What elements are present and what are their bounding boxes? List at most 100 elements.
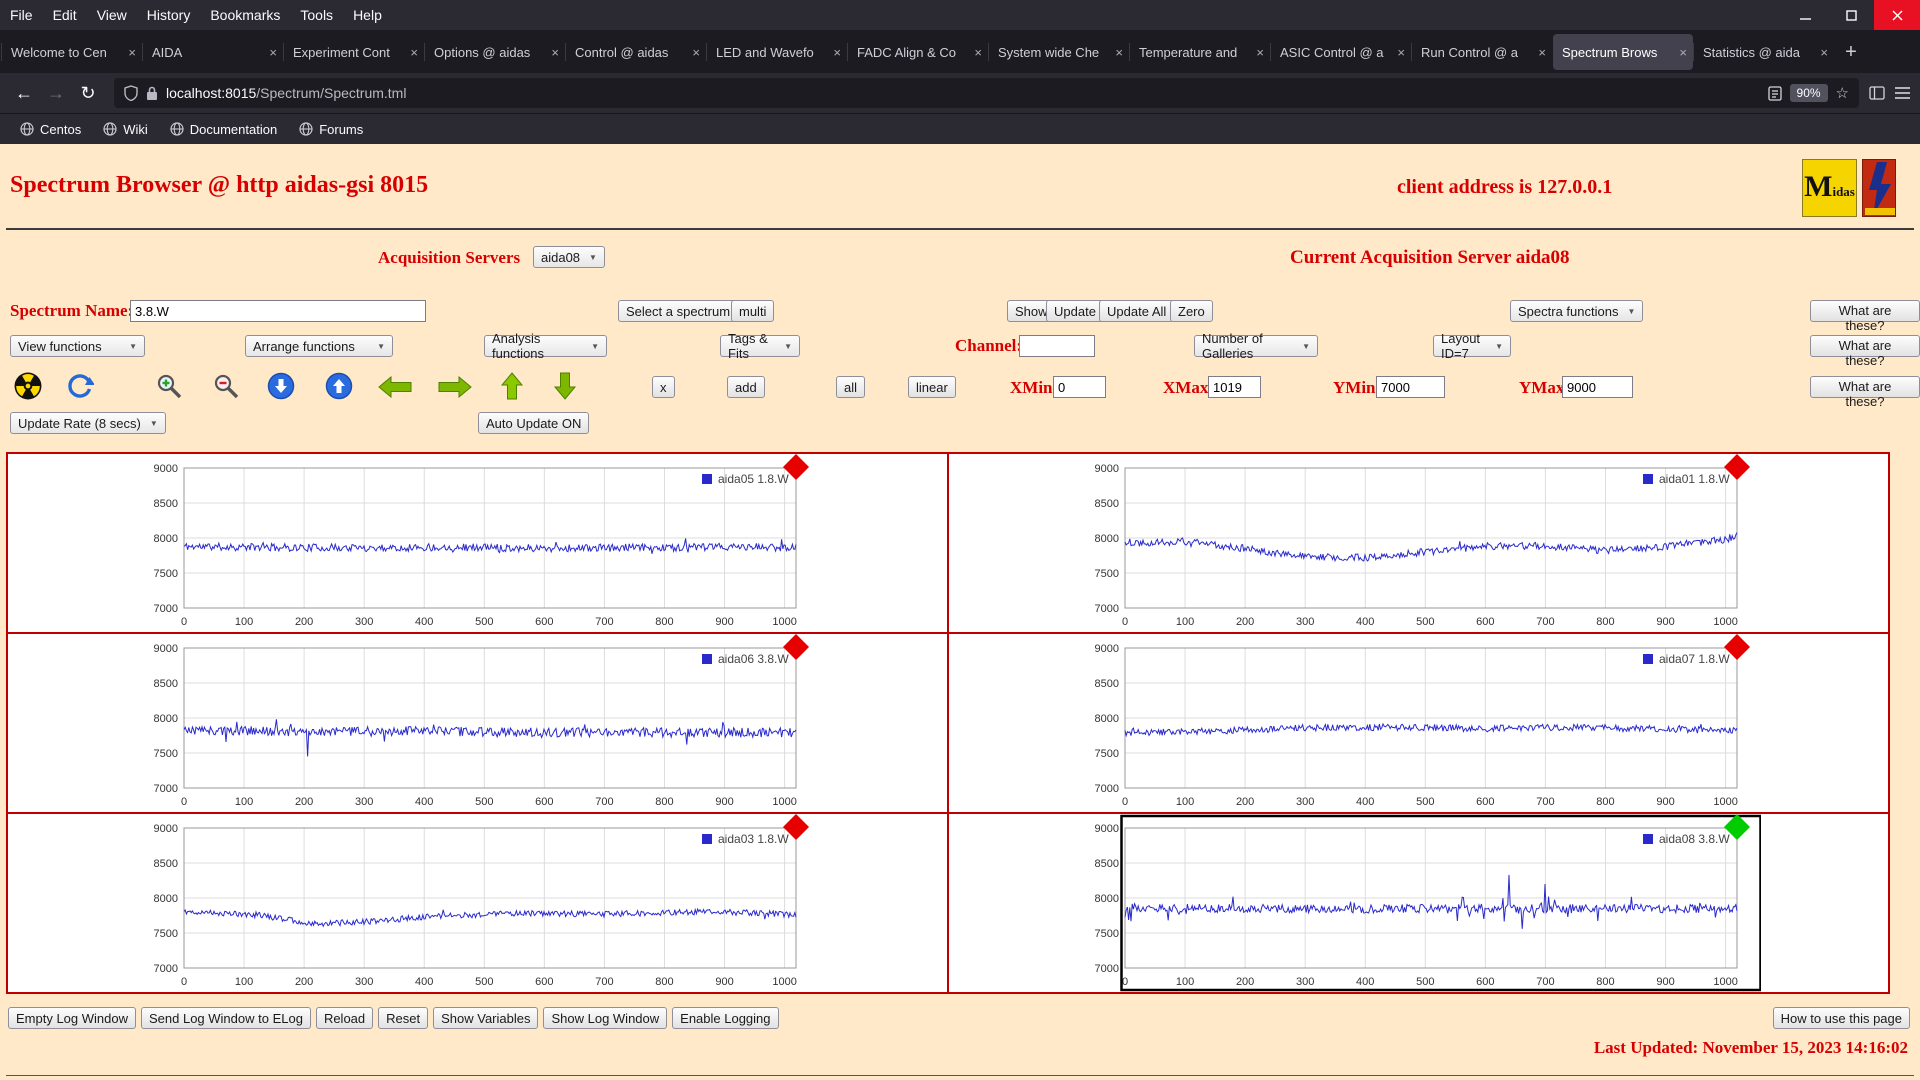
address-bar[interactable]: localhost:8015/Spectrum/Spectrum.tml 90%… — [114, 78, 1859, 108]
zoom-level-badge[interactable]: 90% — [1789, 84, 1828, 102]
plot-cell-aida08[interactable]: 0 100 200 300 400 500 600 700 800 900 1000 7000 7500… — [948, 813, 1889, 993]
menu-bookmarks[interactable]: Bookmarks — [210, 7, 281, 23]
menu-edit[interactable]: Edit — [52, 7, 77, 23]
what-are-these-button-3[interactable]: What are these? — [1810, 376, 1920, 409]
reader-view-icon[interactable] — [1767, 85, 1782, 101]
gallery-marker-red[interactable] — [1724, 634, 1750, 660]
tab-run-control-a[interactable]: Run Control @ a × — [1411, 34, 1552, 70]
button-show-log-window[interactable]: Show Log Window — [543, 1007, 668, 1029]
url-text[interactable]: localhost:8015/Spectrum/Spectrum.tml — [166, 85, 1760, 101]
tab-control-aidas[interactable]: Control @ aidas × — [565, 34, 706, 70]
button-reload[interactable]: Reload — [315, 1007, 374, 1029]
what-are-these-button-1[interactable]: What are these? — [1810, 300, 1920, 333]
radiation-source-button[interactable] — [14, 372, 42, 400]
tab-close-icon[interactable]: × — [833, 44, 841, 60]
tab-close-icon[interactable]: × — [1820, 44, 1828, 60]
button-empty-log-window[interactable]: Empty Log Window — [8, 1007, 136, 1029]
tab-close-icon[interactable]: × — [1115, 44, 1123, 60]
ymin-input[interactable] — [1376, 376, 1445, 398]
update-rate-dropdown[interactable]: Update Rate (8 secs) — [10, 412, 166, 434]
close-button[interactable] — [1874, 0, 1920, 30]
forward-button[interactable]: → — [47, 82, 65, 103]
refresh-button[interactable] — [66, 372, 94, 400]
tab-close-icon[interactable]: × — [1256, 44, 1264, 60]
tab-close-icon[interactable]: × — [551, 44, 559, 60]
menu-tools[interactable]: Tools — [300, 7, 334, 23]
zero-button[interactable]: Zero — [1170, 300, 1213, 322]
gallery-marker-red[interactable] — [783, 454, 809, 480]
spectrum-name-input[interactable] — [130, 300, 426, 322]
plot-cell-aida03[interactable]: 0 100 200 300 400 500 600 700 800 900 1000 7000 7500… — [7, 813, 948, 993]
ymax-input[interactable] — [1562, 376, 1633, 398]
what-are-these-button-2[interactable]: What are these? — [1810, 335, 1920, 368]
tab-welcome-to-cen[interactable]: Welcome to Cen × — [1, 34, 142, 70]
plot-cell-aida06[interactable]: 0 100 200 300 400 500 600 700 800 900 1000 7000 7500… — [7, 633, 948, 813]
button-send-log-window-to-elog[interactable]: Send Log Window to ELog — [141, 1007, 311, 1029]
analysis-functions-dropdown[interactable]: Analysis functions — [484, 331, 607, 361]
tab-close-icon[interactable]: × — [269, 44, 277, 60]
acquisition-server-select[interactable]: aida08 — [533, 246, 605, 268]
tab-close-icon[interactable]: × — [692, 44, 700, 60]
tab-aida[interactable]: AIDA × — [142, 34, 283, 70]
bookmark-centos[interactable]: Centos — [12, 119, 89, 140]
gallery-marker-red[interactable] — [783, 634, 809, 660]
reload-button[interactable]: ↻ — [80, 82, 96, 103]
maximize-button[interactable] — [1828, 0, 1874, 30]
tab-temperature-and[interactable]: Temperature and × — [1129, 34, 1270, 70]
gallery-marker-red[interactable] — [783, 814, 809, 840]
show-button[interactable]: Show — [1007, 300, 1056, 322]
tab-system-wide-che[interactable]: System wide Che × — [988, 34, 1129, 70]
how-to-use-button[interactable]: How to use this page — [1772, 1007, 1910, 1029]
partner-logo[interactable] — [1862, 159, 1896, 217]
pan-left-button[interactable] — [378, 376, 412, 398]
tab-close-icon[interactable]: × — [1679, 44, 1687, 60]
tab-close-icon[interactable]: × — [974, 44, 982, 60]
bookmark-forums[interactable]: Forums — [291, 119, 371, 140]
menu-help[interactable]: Help — [353, 7, 382, 23]
bookmark-star-icon[interactable]: ☆ — [1835, 85, 1849, 102]
layout-id-dropdown[interactable]: Layout ID=7 — [1433, 331, 1511, 361]
site-info-lock-icon[interactable] — [146, 86, 158, 101]
button-enable-logging[interactable]: Enable Logging — [672, 1007, 779, 1029]
menu-view[interactable]: View — [96, 7, 127, 23]
spectra-functions-dropdown[interactable]: Spectra functions — [1510, 300, 1644, 322]
pan-right-button[interactable] — [438, 376, 472, 398]
sidebar-icon[interactable] — [1869, 86, 1885, 100]
tab-asic-control-a[interactable]: ASIC Control @ a × — [1270, 34, 1411, 70]
tab-close-icon[interactable]: × — [410, 44, 418, 60]
galleries-dropdown[interactable]: Number of Galleries — [1194, 331, 1318, 361]
plot-cell-aida07[interactable]: 0 100 200 300 400 500 600 700 800 900 1000 7000 7500… — [948, 633, 1889, 813]
scale-up-button[interactable] — [325, 372, 353, 400]
shield-icon[interactable] — [124, 85, 138, 101]
plot-cell-aida05[interactable]: 0 100 200 300 400 500 600 700 800 900 1000 7000 7500… — [7, 453, 948, 633]
auto-update-button[interactable]: Auto Update ON — [478, 412, 590, 434]
tab-statistics-aida[interactable]: Statistics @ aida × — [1693, 34, 1834, 70]
view-functions-dropdown[interactable]: View functions — [10, 335, 145, 357]
update-all-button[interactable]: Update All — [1099, 300, 1175, 322]
pan-up-button[interactable] — [500, 372, 524, 400]
zoom-in-button[interactable] — [155, 372, 183, 400]
all-button[interactable]: all — [836, 376, 866, 398]
xmax-input[interactable] — [1208, 376, 1261, 398]
update-button[interactable]: Update — [1046, 300, 1104, 322]
tags-fits-dropdown[interactable]: Tags & Fits — [720, 331, 800, 361]
multi-button[interactable]: multi — [731, 300, 775, 322]
button-show-variables[interactable]: Show Variables — [433, 1007, 539, 1029]
linear-button[interactable]: linear — [908, 376, 956, 398]
tab-fadc-align-co[interactable]: FADC Align & Co × — [847, 34, 988, 70]
select-spectrum-dropdown[interactable]: Select a spectrum — [618, 300, 755, 322]
gallery-marker-green[interactable] — [1724, 814, 1750, 840]
tab-spectrum-brows[interactable]: Spectrum Brows × — [1553, 34, 1693, 70]
hamburger-menu-icon[interactable] — [1895, 87, 1910, 99]
new-tab-button[interactable]: + — [1845, 40, 1857, 63]
back-button[interactable]: ← — [15, 82, 33, 103]
tab-experiment-cont[interactable]: Experiment Cont × — [283, 34, 424, 70]
menu-history[interactable]: History — [146, 7, 191, 23]
channel-input[interactable] — [1019, 335, 1095, 357]
arrange-functions-dropdown[interactable]: Arrange functions — [245, 335, 393, 357]
tab-close-icon[interactable]: × — [1397, 44, 1405, 60]
menu-file[interactable]: File — [10, 7, 33, 23]
x-button[interactable]: x — [652, 376, 675, 398]
xmin-input[interactable] — [1053, 376, 1106, 398]
